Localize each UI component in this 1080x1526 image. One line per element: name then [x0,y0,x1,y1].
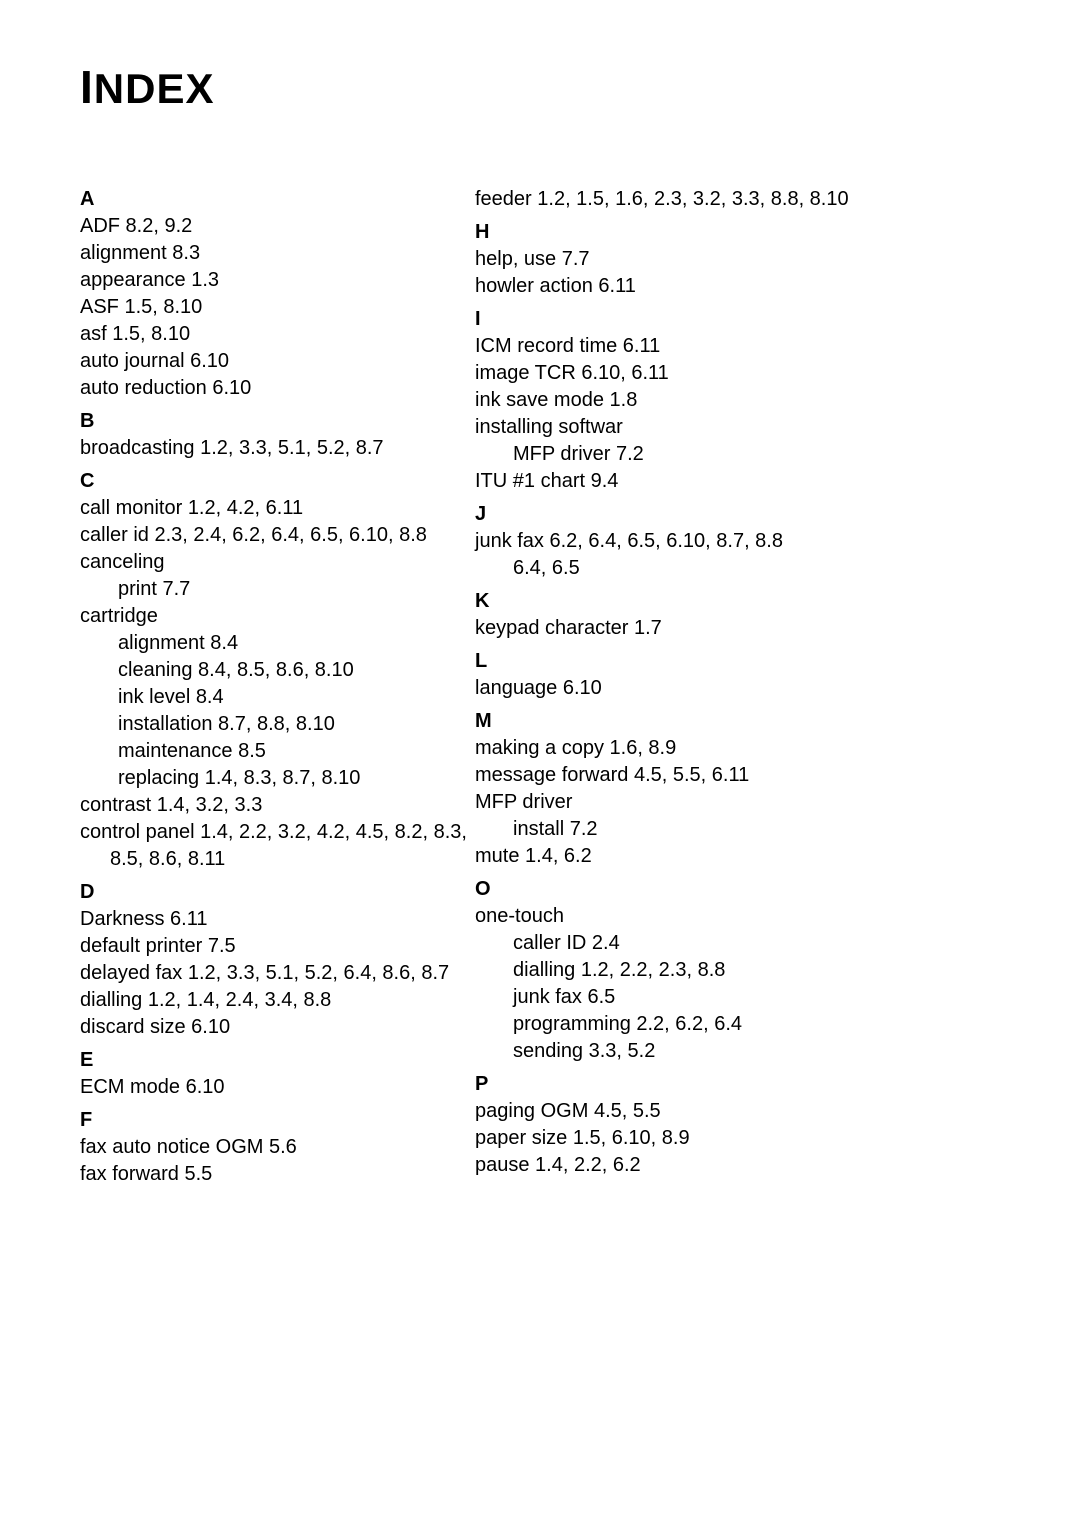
index-entry: cleaning 8.4, 8.5, 8.6, 8.10 [118,657,475,684]
index-letter: J [475,501,1000,528]
index-entry: default printer 7.5 [80,933,475,960]
index-entry: appearance 1.3 [80,267,475,294]
index-entry: ink level 8.4 [118,684,475,711]
index-entry: maintenance 8.5 [118,738,475,765]
index-letter: L [475,648,1000,675]
index-entry: junk fax 6.2, 6.4, 6.5, 6.10, 8.7, 8.8 [475,528,1000,555]
index-entry: replacing 1.4, 8.3, 8.7, 8.10 [118,765,475,792]
index-letter: O [475,876,1000,903]
index-entry: installing softwar [475,414,1000,441]
index-entry: help, use 7.7 [475,246,1000,273]
index-letter: E [80,1047,475,1074]
index-entry: howler action 6.11 [475,273,1000,300]
index-entry: print 7.7 [118,576,475,603]
index-entry: delayed fax 1.2, 3.3, 5.1, 5.2, 6.4, 8.6… [80,960,475,987]
index-entry: paper size 1.5, 6.10, 8.9 [475,1125,1000,1152]
index-entry: paging OGM 4.5, 5.5 [475,1098,1000,1125]
index-letter: A [80,186,475,213]
index-letter: D [80,879,475,906]
index-letter: H [475,219,1000,246]
index-entry: canceling [80,549,475,576]
index-entry: message forward 4.5, 5.5, 6.11 [475,762,1000,789]
index-entry: ICM record time 6.11 [475,333,1000,360]
title-caps: I [80,61,94,113]
index-entry: ITU #1 chart 9.4 [475,468,1000,495]
index-entry: caller ID 2.4 [513,930,1000,957]
index-entry: control panel 1.4, 2.2, 3.2, 4.2, 4.5, 8… [80,819,475,873]
index-entry: MFP driver 7.2 [513,441,1000,468]
index-entry: asf 1.5, 8.10 [80,321,475,348]
index-entry: Darkness 6.11 [80,906,475,933]
index-entry: pause 1.4, 2.2, 6.2 [475,1152,1000,1179]
index-entry: ink save mode 1.8 [475,387,1000,414]
page-title: INDEX [80,60,1000,114]
index-entry: caller id 2.3, 2.4, 6.2, 6.4, 6.5, 6.10,… [80,522,475,549]
index-entry: junk fax 6.5 [513,984,1000,1011]
index-entry: fax forward 5.5 [80,1161,475,1188]
index-entry: installation 8.7, 8.8, 8.10 [118,711,475,738]
index-entry: making a copy 1.6, 8.9 [475,735,1000,762]
index-entry: dialling 1.2, 2.2, 2.3, 8.8 [513,957,1000,984]
index-entry: contrast 1.4, 3.2, 3.3 [80,792,475,819]
index-entry: ASF 1.5, 8.10 [80,294,475,321]
index-entry: discard size 6.10 [80,1014,475,1041]
index-entry: ECM mode 6.10 [80,1074,475,1101]
index-entry: install 7.2 [513,816,1000,843]
index-entry: alignment 8.3 [80,240,475,267]
title-rest: NDEX [94,65,215,112]
index-entry: cartridge [80,603,475,630]
index-column-left: AADF 8.2, 9.2alignment 8.3appearance 1.3… [80,186,475,1188]
index-letter: M [475,708,1000,735]
index-entry: MFP driver [475,789,1000,816]
index-entry: ADF 8.2, 9.2 [80,213,475,240]
index-entry: image TCR 6.10, 6.11 [475,360,1000,387]
index-entry: programming 2.2, 6.2, 6.4 [513,1011,1000,1038]
index-entry: fax auto notice OGM 5.6 [80,1134,475,1161]
index-letter: B [80,408,475,435]
index-entry: sending 3.3, 5.2 [513,1038,1000,1065]
index-entry: 6.4, 6.5 [513,555,1000,582]
index-letter: F [80,1107,475,1134]
index-letter: K [475,588,1000,615]
index-entry: language 6.10 [475,675,1000,702]
index-letter: P [475,1071,1000,1098]
index-entry: alignment 8.4 [118,630,475,657]
index-entry: one-touch [475,903,1000,930]
index-entry: keypad character 1.7 [475,615,1000,642]
index-entry: auto reduction 6.10 [80,375,475,402]
index-column-right: feeder 1.2, 1.5, 1.6, 2.3, 3.2, 3.3, 8.8… [475,186,1000,1188]
index-entry: dialling 1.2, 1.4, 2.4, 3.4, 8.8 [80,987,475,1014]
index-columns: AADF 8.2, 9.2alignment 8.3appearance 1.3… [80,186,1000,1188]
index-entry: mute 1.4, 6.2 [475,843,1000,870]
index-entry: feeder 1.2, 1.5, 1.6, 2.3, 3.2, 3.3, 8.8… [475,186,1000,213]
index-letter: I [475,306,1000,333]
index-entry: call monitor 1.2, 4.2, 6.11 [80,495,475,522]
index-entry: auto journal 6.10 [80,348,475,375]
index-letter: C [80,468,475,495]
index-entry: broadcasting 1.2, 3.3, 5.1, 5.2, 8.7 [80,435,475,462]
